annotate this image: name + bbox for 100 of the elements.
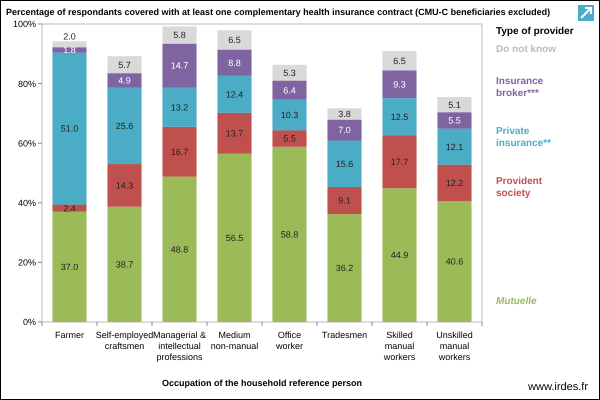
bar <box>272 130 307 147</box>
y-tick-label: 100% <box>12 19 36 30</box>
bar <box>437 164 472 202</box>
data-label: 36.2 <box>336 263 354 274</box>
data-label: 12.4 <box>226 89 244 100</box>
bar <box>327 120 362 141</box>
bar <box>437 97 472 112</box>
bar <box>437 201 472 322</box>
data-label: 15.6 <box>336 158 354 169</box>
data-label: 56.5 <box>226 232 244 243</box>
x-axis-title: Occupation of the household reference person <box>162 378 362 388</box>
bar <box>327 187 362 214</box>
bar <box>272 146 307 322</box>
data-label: 37.0 <box>60 262 78 272</box>
x-tick-label: Farmer <box>55 330 84 340</box>
data-label: 5.5 <box>283 134 296 144</box>
bar <box>437 128 472 165</box>
bar <box>217 76 252 113</box>
bar <box>327 140 362 188</box>
bar <box>162 126 197 177</box>
bar <box>162 87 197 127</box>
data-label: 5.5 <box>448 116 461 126</box>
bar <box>107 88 142 164</box>
chart-title: Percentage of respondants covered with at least one complementary health insurance contract (CMU-C beneficiaries excluded) <box>6 7 550 17</box>
bar <box>217 30 252 50</box>
x-tick-label: Office worker <box>274 330 304 351</box>
data-label: 7.0 <box>338 125 351 136</box>
data-label: 9.3 <box>393 79 406 90</box>
y-tick-label: 0% <box>22 317 36 328</box>
bar <box>437 112 472 129</box>
data-label: 12.5 <box>390 112 408 122</box>
data-label: 1.8 <box>63 45 76 56</box>
x-tick-label: Medium non-manual <box>210 330 258 351</box>
bar <box>382 51 417 70</box>
data-label: 5.7 <box>118 60 131 70</box>
y-tick-label: 40% <box>18 198 36 208</box>
y-tick-label: 20% <box>18 258 36 268</box>
bar <box>382 135 417 188</box>
data-label: 16.7 <box>170 146 188 157</box>
bar <box>272 100 307 130</box>
data-label: 17.7 <box>390 156 408 167</box>
text: Insurance broker*** <box>496 76 544 99</box>
bar <box>327 214 362 322</box>
bar <box>382 98 417 136</box>
data-label: 6.5 <box>393 56 406 66</box>
data-label: 44.9 <box>390 250 408 260</box>
legend-title: Type of provider <box>496 26 574 37</box>
bar <box>162 44 197 88</box>
data-label: 5.1 <box>448 100 461 110</box>
bar <box>382 188 417 322</box>
data-label: 13.7 <box>226 128 244 138</box>
bar <box>52 52 87 205</box>
data-label: 6.5 <box>228 35 241 46</box>
bar <box>217 154 252 322</box>
x-tick-label: Managerial & intellectual professions <box>152 330 206 362</box>
text: Provident society <box>496 176 543 199</box>
data-label: 58.8 <box>280 230 298 240</box>
data-label: 5.8 <box>173 30 186 40</box>
data-label: 10.3 <box>280 110 298 120</box>
bar <box>217 50 252 76</box>
data-label: 12.2 <box>446 178 464 188</box>
bar <box>107 206 142 322</box>
bar <box>107 73 142 88</box>
data-label: 13.2 <box>170 102 188 112</box>
data-label: 5.3 <box>283 68 296 78</box>
data-label: 25.6 <box>116 121 134 132</box>
data-label: 3.8 <box>338 109 351 120</box>
bar <box>272 64 307 81</box>
data-label: 8.8 <box>228 58 241 68</box>
bar <box>382 70 417 98</box>
data-label: 6.4 <box>283 85 296 96</box>
data-label: 51.0 <box>60 124 78 134</box>
x-tick-label: Skilled manual workers <box>382 330 416 362</box>
x-tick-label: Unskilled manual workers <box>436 330 473 362</box>
bar <box>52 212 87 322</box>
data-label: 9.1 <box>338 196 351 206</box>
data-label: 12.1 <box>446 142 464 152</box>
x-tick-label: Self-employed craftsmen <box>96 330 154 351</box>
bar <box>107 164 142 207</box>
text: Do not know <box>496 44 556 55</box>
data-label: 4.9 <box>118 76 131 86</box>
data-label: 48.8 <box>170 244 188 254</box>
y-tick-label: 80% <box>18 78 36 89</box>
data-label: 40.6 <box>446 256 464 267</box>
bar <box>162 176 197 322</box>
x-tick-label: Tradesmen <box>322 330 368 340</box>
data-label: 38.7 <box>116 259 134 270</box>
text: Mutuelle <box>496 296 537 307</box>
data-label: 2.4 <box>63 203 76 214</box>
data-label: 14.7 <box>170 60 188 71</box>
text: www.irdes.fr <box>527 381 588 393</box>
y-tick-label: 60% <box>18 138 36 148</box>
bar <box>107 56 142 74</box>
text: Private insurance** <box>496 126 552 149</box>
data-label: 2.0 <box>63 31 76 42</box>
data-label: 14.3 <box>116 180 134 191</box>
bar <box>272 80 307 100</box>
bar <box>162 26 197 44</box>
bar <box>52 41 87 48</box>
bar <box>217 112 252 154</box>
